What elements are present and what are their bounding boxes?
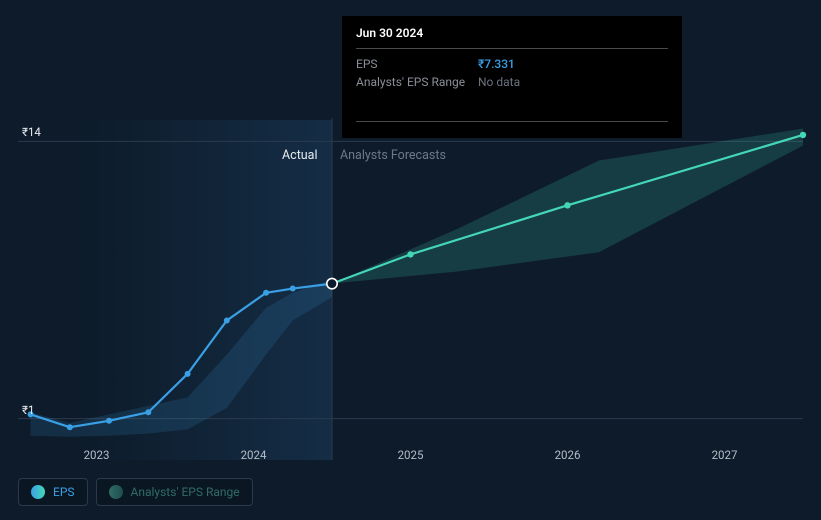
eps-forecast-chart[interactable]: ₹14 ₹1 2023 2024 2025 2026 2027 Actual A…	[0, 0, 821, 520]
legend-swatch-range	[109, 485, 123, 499]
chart-legend: EPS Analysts' EPS Range	[18, 478, 253, 506]
x-tick-1: 2024	[241, 448, 267, 462]
y-tick-label-1: ₹1	[22, 403, 34, 417]
label-forecasts: Analysts Forecasts	[340, 148, 446, 163]
tooltip-row-0: EPS ₹7.331	[356, 55, 668, 73]
tooltip-divider-bottom	[356, 121, 668, 122]
legend-label-eps: EPS	[53, 485, 75, 499]
legend-item-range[interactable]: Analysts' EPS Range	[96, 478, 253, 506]
tooltip-row-0-label: EPS	[356, 55, 478, 73]
tooltip-row-1-label: Analysts' EPS Range	[356, 73, 478, 91]
x-tick-4: 2027	[712, 448, 738, 462]
x-tick-3: 2026	[555, 448, 581, 462]
tooltip-row-1-value: No data	[478, 73, 520, 91]
tooltip-divider	[356, 48, 668, 49]
legend-label-range: Analysts' EPS Range	[131, 485, 240, 499]
label-actual: Actual	[282, 148, 318, 163]
tooltip-row-1: Analysts' EPS Range No data	[356, 73, 668, 91]
legend-swatch-eps	[31, 485, 45, 499]
tooltip-row-0-value: ₹7.331	[478, 55, 515, 73]
x-tick-2: 2025	[398, 448, 424, 462]
legend-item-eps[interactable]: EPS	[18, 478, 88, 506]
x-tick-0: 2023	[84, 448, 110, 462]
tooltip-date: Jun 30 2024	[356, 26, 668, 46]
chart-tooltip: Jun 30 2024 EPS ₹7.331 Analysts' EPS Ran…	[342, 16, 682, 138]
y-tick-label-0: ₹14	[22, 125, 41, 139]
